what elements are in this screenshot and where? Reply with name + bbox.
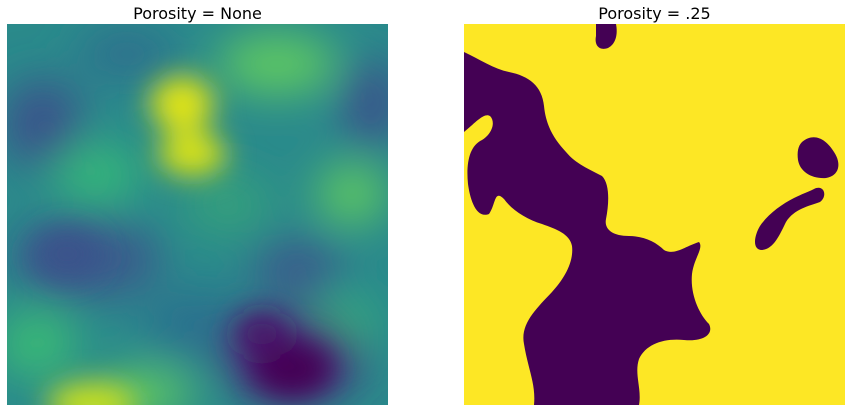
panel-title: Porosity = None	[133, 4, 262, 23]
pore-region-right-lower	[755, 187, 825, 250]
panel-porosity-025: Porosity = .25	[464, 0, 845, 412]
binary-field-image	[464, 24, 845, 405]
panel-porosity-none: Porosity = None	[7, 0, 388, 412]
pore-region-right	[797, 137, 839, 179]
pore-region-top	[595, 24, 617, 49]
panel-title: Porosity = .25	[598, 4, 711, 23]
continuous-field-image	[7, 24, 388, 405]
pore-region-main	[464, 52, 711, 405]
